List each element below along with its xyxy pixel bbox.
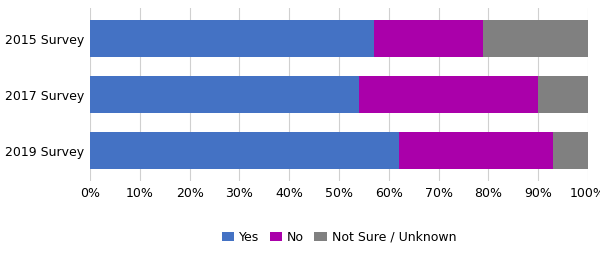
Bar	[90, 132, 399, 169]
Bar	[90, 20, 374, 57]
Bar	[553, 132, 588, 169]
Bar	[538, 76, 588, 113]
Legend: Yes, No, Not Sure / Unknown: Yes, No, Not Sure / Unknown	[217, 226, 461, 249]
Bar	[359, 76, 538, 113]
Bar	[399, 132, 553, 169]
Bar	[374, 20, 484, 57]
Bar	[90, 76, 359, 113]
Bar	[484, 20, 588, 57]
